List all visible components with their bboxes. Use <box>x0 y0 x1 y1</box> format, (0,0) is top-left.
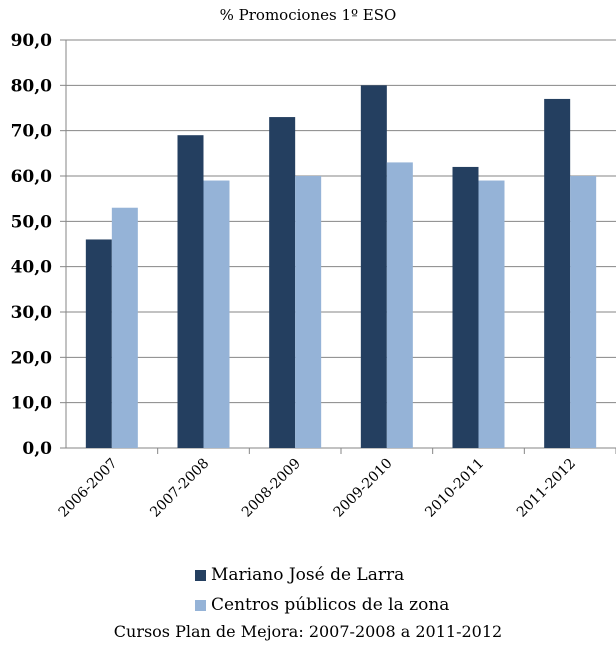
bar-2-2007-2008 <box>203 180 230 449</box>
bar-1-2006-2007 <box>85 239 112 448</box>
bar-2-2008-2009 <box>295 176 322 448</box>
x-tick-label: 2008-2009 <box>239 456 304 521</box>
bar-1-2011-2012 <box>544 98 571 448</box>
footer-caption: Cursos Plan de Mejora: 2007-2008 a 2011-… <box>113 622 503 641</box>
x-tick-label: 2011-2012 <box>514 456 579 521</box>
bar-1-2010-2011 <box>452 166 479 448</box>
y-tick-label: 90,0 <box>11 31 53 51</box>
bar-2-2009-2010 <box>386 162 413 448</box>
legend-item-series-2: Centros públicos de la zona <box>195 590 449 620</box>
y-tick-label: 40,0 <box>11 258 53 278</box>
legend-label-series-1: Mariano José de Larra <box>211 565 405 585</box>
bar-1-2009-2010 <box>360 85 387 448</box>
legend-swatch-series-2 <box>195 599 206 611</box>
y-tick-label: 70,0 <box>11 122 53 142</box>
x-tick-label: 2009-2010 <box>331 456 396 521</box>
legend-item-series-1: Mariano José de Larra <box>195 560 449 590</box>
y-tick-label: 0,0 <box>22 439 52 459</box>
bar-1-2008-2009 <box>269 117 296 449</box>
legend-label-series-2: Centros públicos de la zona <box>211 595 450 615</box>
bar-2-2006-2007 <box>111 207 138 448</box>
x-tick-label: 2007-2008 <box>147 456 212 521</box>
y-tick-label: 60,0 <box>11 167 53 187</box>
legend: Mariano José de Larra Centros públicos d… <box>195 560 449 620</box>
y-tick-label: 10,0 <box>11 394 53 414</box>
x-tick-label: 2010-2011 <box>422 456 487 521</box>
chart-title: % Promociones 1º ESO <box>219 6 397 24</box>
plot-area: 0,0 10,0 20,0 30,0 40,0 50,0 60,0 70,0 80,0 90,0 2… <box>11 31 616 521</box>
y-tick-label: 20,0 <box>11 348 53 368</box>
y-tick-label: 50,0 <box>11 212 53 232</box>
y-tick-label: 80,0 <box>11 76 53 96</box>
bar-1-2007-2008 <box>177 135 204 448</box>
y-tick-label: 30,0 <box>11 303 53 323</box>
legend-swatch-series-1 <box>195 569 206 581</box>
x-tick-label: 2006-2007 <box>56 456 121 521</box>
bar-2-2011-2012 <box>570 176 597 448</box>
bar-2-2010-2011 <box>478 180 505 449</box>
